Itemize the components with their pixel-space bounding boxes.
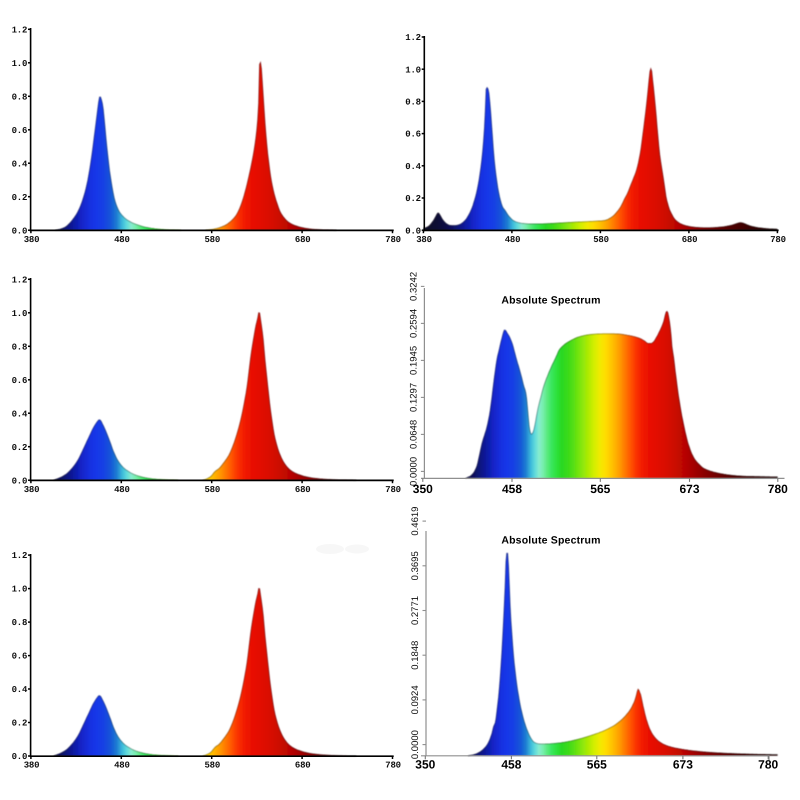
svg-text:565: 565 — [590, 482, 610, 496]
svg-text:0.1945: 0.1945 — [408, 346, 419, 375]
svg-text:350: 350 — [413, 482, 433, 496]
svg-text:0.0000: 0.0000 — [408, 457, 419, 486]
svg-text:0.6: 0.6 — [405, 130, 421, 140]
svg-text:1.2: 1.2 — [405, 33, 421, 43]
svg-text:1.0: 1.0 — [12, 59, 28, 69]
svg-text:680: 680 — [682, 235, 698, 245]
svg-text:380: 380 — [24, 235, 40, 245]
svg-text:0.3242: 0.3242 — [408, 272, 419, 301]
svg-text:0.8: 0.8 — [12, 618, 28, 628]
svg-text:0.2594: 0.2594 — [408, 309, 419, 338]
svg-text:780: 780 — [385, 235, 401, 245]
svg-text:Absolute Spectrum: Absolute Spectrum — [501, 294, 600, 306]
svg-text:680: 680 — [295, 485, 311, 495]
svg-text:380: 380 — [416, 235, 432, 245]
svg-text:0.8: 0.8 — [12, 92, 28, 102]
svg-text:1.0: 1.0 — [12, 585, 28, 595]
svg-text:480: 480 — [114, 761, 130, 771]
svg-text:580: 580 — [593, 235, 609, 245]
svg-text:780: 780 — [768, 482, 788, 496]
svg-text:0.4619: 0.4619 — [410, 507, 421, 536]
svg-text:780: 780 — [770, 235, 786, 245]
svg-text:673: 673 — [673, 757, 693, 771]
svg-text:0.0: 0.0 — [12, 476, 28, 486]
svg-text:673: 673 — [679, 482, 699, 496]
svg-text:780: 780 — [758, 757, 778, 771]
svg-text:0.0924: 0.0924 — [410, 685, 421, 714]
svg-text:0.0: 0.0 — [12, 226, 28, 236]
svg-text:380: 380 — [24, 485, 40, 495]
svg-text:0.3695: 0.3695 — [410, 551, 421, 580]
svg-text:0.6: 0.6 — [12, 126, 28, 136]
svg-text:0.6: 0.6 — [12, 376, 28, 386]
svg-text:0.0000: 0.0000 — [410, 730, 421, 759]
svg-text:0.6: 0.6 — [12, 652, 28, 662]
svg-text:580: 580 — [204, 235, 220, 245]
svg-text:0.2771: 0.2771 — [410, 596, 421, 625]
svg-text:380: 380 — [24, 761, 40, 771]
svg-text:0.4: 0.4 — [12, 685, 28, 695]
svg-text:480: 480 — [114, 485, 130, 495]
svg-text:0.2: 0.2 — [12, 193, 28, 203]
svg-text:0.8: 0.8 — [405, 98, 421, 108]
svg-text:458: 458 — [501, 757, 521, 771]
svg-text:0.1848: 0.1848 — [410, 641, 421, 670]
svg-text:580: 580 — [204, 761, 220, 771]
svg-text:1.2: 1.2 — [12, 275, 28, 285]
svg-text:458: 458 — [502, 482, 522, 496]
svg-text:780: 780 — [385, 761, 401, 771]
svg-text:0.2: 0.2 — [12, 443, 28, 453]
svg-text:0.4: 0.4 — [12, 159, 28, 169]
svg-text:0.4: 0.4 — [12, 409, 28, 419]
svg-text:680: 680 — [295, 761, 311, 771]
svg-text:480: 480 — [505, 235, 521, 245]
svg-text:0.0648: 0.0648 — [408, 420, 419, 449]
svg-text:0.0: 0.0 — [405, 226, 421, 236]
svg-text:0.2: 0.2 — [405, 194, 421, 204]
svg-text:1.0: 1.0 — [12, 309, 28, 319]
svg-text:1.0: 1.0 — [405, 65, 421, 75]
svg-text:0.0: 0.0 — [12, 752, 28, 762]
svg-text:680: 680 — [295, 235, 311, 245]
svg-text:0.4: 0.4 — [405, 162, 421, 172]
svg-text:580: 580 — [204, 485, 220, 495]
svg-text:Absolute Spectrum: Absolute Spectrum — [501, 535, 600, 547]
svg-text:1.2: 1.2 — [12, 551, 28, 561]
svg-text:0.1297: 0.1297 — [408, 383, 419, 412]
svg-text:0.2: 0.2 — [12, 719, 28, 729]
svg-text:780: 780 — [385, 485, 401, 495]
svg-text:0.8: 0.8 — [12, 342, 28, 352]
svg-text:565: 565 — [587, 757, 607, 771]
svg-text:1.2: 1.2 — [12, 25, 28, 35]
svg-text:480: 480 — [114, 235, 130, 245]
svg-text:350: 350 — [415, 757, 435, 771]
